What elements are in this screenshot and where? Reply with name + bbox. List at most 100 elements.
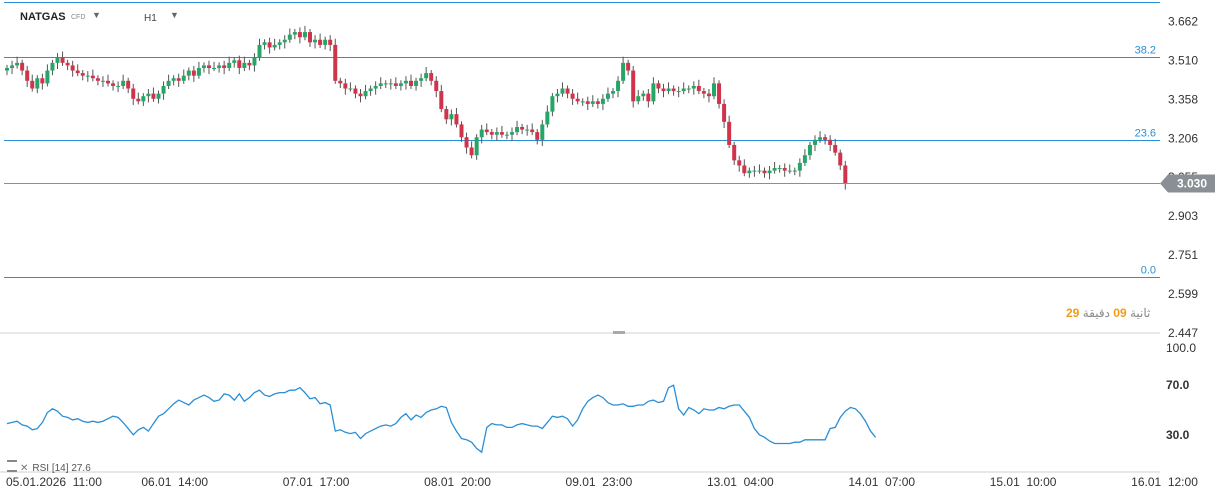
time-tick-label: 15.01 10:00 [990, 475, 1057, 489]
candle-bear [833, 144, 838, 153]
candle-bear [626, 62, 631, 71]
candle-bull [681, 88, 686, 92]
candle-bear [535, 132, 540, 140]
candle-bear [308, 32, 312, 43]
candle-bear [95, 78, 100, 81]
candle-bear [570, 93, 575, 99]
candle-bull [378, 83, 383, 86]
countdown-label-seconds: ثانية [1129, 306, 1151, 320]
candle-bear [742, 165, 747, 174]
candle-bear [459, 124, 464, 138]
candle-bear [701, 91, 706, 94]
timeframe-dropdown-icon[interactable]: ▼ [170, 10, 179, 20]
timeframe-selector[interactable]: H1 [144, 13, 157, 24]
candle-bear [732, 144, 737, 161]
candle-bull [302, 32, 307, 38]
candle-bear [520, 126, 525, 130]
candle-bull [605, 93, 610, 99]
candle-bull [146, 93, 151, 97]
candle-bear [338, 80, 343, 84]
candle-bear [297, 32, 302, 38]
chart-header: NATGAS CFD ▼ H1 ▼ [0, 0, 1226, 24]
candle-bull [818, 137, 823, 140]
fib-level-label: 23.6 [1135, 128, 1156, 140]
candle-bear [661, 88, 666, 92]
rsi-line [6, 384, 877, 454]
price-tick-label: 2.751 [1168, 248, 1198, 262]
candle-bear [585, 101, 590, 104]
candle-bull [641, 93, 646, 97]
candle-bull [373, 85, 378, 89]
time-axis[interactable]: 05.01.2026 11:00 06.01 14:00 07.01 17:00 08… [6, 475, 1198, 489]
fibonacci-levels[interactable]: 38.2 23.6 0.0 [4, 2, 1160, 278]
instrument-type: CFD [71, 14, 86, 21]
time-tick-label: 06.01 14:00 [141, 475, 208, 489]
candle-bull [196, 67, 201, 76]
rsi-tick-label: 30.0 [1166, 428, 1190, 442]
candlestick-series [5, 25, 848, 190]
candle-bear [737, 160, 742, 166]
candle-bull [171, 78, 176, 81]
candle-bull [348, 88, 353, 90]
candle-bull [292, 32, 297, 35]
candle-bull [161, 85, 166, 94]
candle-bull [545, 111, 550, 125]
candle-bear [454, 114, 459, 125]
candle-bull [15, 62, 20, 66]
candle-bull [45, 70, 50, 84]
time-tick-label: 13.01 04:00 [707, 475, 774, 489]
candle-bull [691, 85, 696, 89]
candle-bear [75, 70, 80, 74]
candle-bear [499, 132, 504, 135]
candle-bull [212, 67, 217, 69]
candle-bull [504, 134, 509, 136]
candle-bull [479, 129, 484, 138]
candle-bear [656, 83, 661, 89]
candle-bear [20, 62, 25, 71]
candle-bear [70, 65, 75, 71]
candle-bear [90, 75, 95, 79]
candle-bear [489, 132, 494, 135]
candle-bear [65, 62, 70, 66]
candle-bull [580, 101, 585, 103]
candle-bull [590, 101, 595, 104]
current-price-badge [1160, 174, 1215, 193]
symbol-dropdown-icon[interactable]: ▼ [92, 10, 101, 20]
candle-bull [757, 170, 762, 172]
rsi-pane: 100.0 70.0 30.0 [6, 341, 1196, 454]
candle-bull [525, 129, 530, 131]
candle-bull [676, 91, 681, 93]
candle-bear [111, 83, 116, 86]
candle-bear [136, 98, 141, 102]
fib-level-label: 0.0 [1141, 265, 1156, 277]
candle-bear [575, 98, 580, 102]
candle-bear [222, 65, 227, 68]
price-tick-label: 2.903 [1168, 209, 1198, 223]
candle-bull [494, 132, 499, 135]
candle-bull [651, 83, 656, 102]
candle-bull [10, 65, 15, 68]
candle-bull [398, 83, 403, 86]
indicator-settings-icon[interactable] [7, 460, 17, 472]
remove-indicator-icon[interactable]: ✕ [20, 463, 29, 474]
candle-bull [55, 57, 60, 63]
candle-bull [186, 70, 191, 76]
candle-bull [550, 96, 555, 112]
price-tick-label: 3.358 [1168, 92, 1198, 106]
candle-bull [85, 75, 90, 77]
candle-bear [727, 121, 732, 145]
candle-bear [843, 165, 848, 184]
candle-bull [363, 91, 368, 97]
candle-bear [358, 93, 363, 97]
price-axis[interactable]: 3.6623.5103.3583.2063.0552.9032.7512.599… [1160, 14, 1215, 340]
symbol-name[interactable]: NATGAS [20, 11, 66, 23]
pane-resize-handle[interactable] [613, 331, 625, 334]
candle-bull [792, 170, 797, 172]
candle-bull [515, 126, 520, 133]
candle-bear [595, 101, 600, 104]
candle-bull [666, 88, 671, 92]
candle-bull [323, 39, 328, 45]
candle-bear [565, 88, 570, 94]
price-tick-label: 2.447 [1168, 326, 1198, 340]
